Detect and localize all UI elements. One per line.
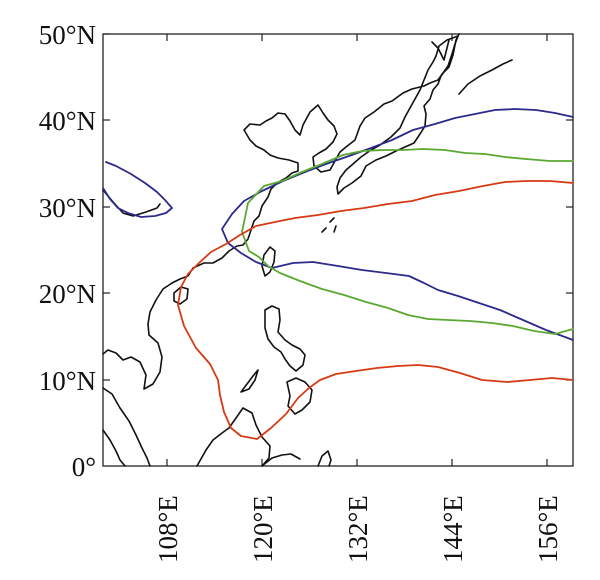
latitude-labels: 50°N 40°N 30°N 20°N 10°N 0° [39,20,96,482]
coastline-japan [336,35,459,195]
lon-label-156: 156°E [533,495,563,563]
lat-label-10: 10°N [39,366,96,396]
coastline-asia-mainland [102,33,460,390]
coastline-sulawesi [261,450,332,467]
longitude-ticks [166,34,548,466]
coastline-ryukyu [321,217,337,233]
lon-label-108: 108°E [153,495,183,563]
coastline-philippines [264,305,306,372]
lat-label-40: 40°N [39,106,96,136]
coastline-inland-sea [102,189,161,217]
coastline-malay [102,387,151,467]
coastline-sumatra [102,429,126,467]
contour-lines [102,108,574,440]
lat-label-0: 0° [72,452,96,482]
coastline-borneo [196,407,271,467]
lon-label-144: 144°E [438,495,468,563]
map-frame [102,33,574,467]
coastline-taiwan [261,246,276,277]
coastline-palawan [240,369,259,393]
longitude-labels: 108°E 120°E 132°E 144°E 156°E [153,495,563,563]
latitude-ticks [103,33,573,381]
contour-blue [102,108,574,341]
lat-label-50: 50°N [39,20,96,50]
contour-green [241,148,574,335]
coastlines [102,33,513,467]
lon-label-120: 120°E [248,495,278,563]
lat-label-20: 20°N [39,279,96,309]
coastline-sakhalin [431,39,450,61]
coastline-mindanao [286,377,313,415]
lon-label-132: 132°E [343,495,373,563]
lat-label-30: 30°N [39,193,96,223]
contour-red [177,180,574,440]
coastline-hokkaido [458,59,513,95]
